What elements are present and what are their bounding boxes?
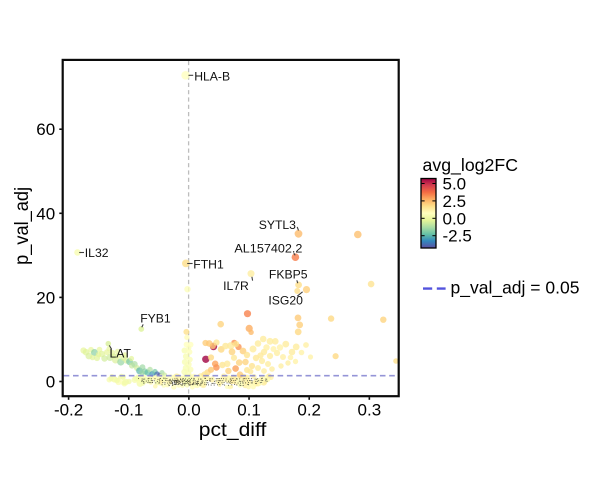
svg-text:2.5: 2.5 bbox=[443, 192, 467, 211]
svg-text:LAT: LAT bbox=[110, 347, 132, 361]
svg-text:40: 40 bbox=[36, 204, 55, 223]
svg-text:0.2: 0.2 bbox=[297, 401, 321, 420]
svg-text:pct_diff: pct_diff bbox=[199, 420, 267, 441]
svg-text:IL32: IL32 bbox=[85, 246, 109, 260]
svg-text:HLA-B: HLA-B bbox=[194, 70, 230, 84]
svg-text:FKBP5: FKBP5 bbox=[269, 267, 308, 281]
svg-text:FYB1: FYB1 bbox=[140, 312, 171, 326]
svg-text:0.3: 0.3 bbox=[358, 401, 382, 420]
svg-text:20: 20 bbox=[36, 288, 55, 307]
svg-text:avg_log2FC: avg_log2FC bbox=[423, 155, 519, 176]
svg-text:IL7R: IL7R bbox=[223, 279, 249, 293]
svg-text:p_val_adj = 0.05: p_val_adj = 0.05 bbox=[451, 278, 580, 299]
svg-text:ISG20: ISG20 bbox=[268, 294, 303, 308]
svg-text:0: 0 bbox=[46, 373, 55, 392]
svg-text:-2.5: -2.5 bbox=[443, 227, 472, 246]
svg-text:5.0: 5.0 bbox=[443, 175, 467, 194]
svg-text:-0.1: -0.1 bbox=[114, 401, 143, 420]
svg-text:0.0: 0.0 bbox=[443, 209, 467, 228]
svg-text:FTH1: FTH1 bbox=[193, 257, 224, 271]
svg-text:SYTL3: SYTL3 bbox=[259, 218, 296, 232]
svg-text:0.1: 0.1 bbox=[237, 401, 261, 420]
svg-text:AL157402.2: AL157402.2 bbox=[234, 241, 302, 255]
svg-text:0.0: 0.0 bbox=[177, 401, 201, 420]
svg-text:60: 60 bbox=[36, 120, 55, 139]
svg-text:-0.2: -0.2 bbox=[54, 401, 83, 420]
svg-text:p_val_adj: p_val_adj bbox=[12, 187, 33, 265]
